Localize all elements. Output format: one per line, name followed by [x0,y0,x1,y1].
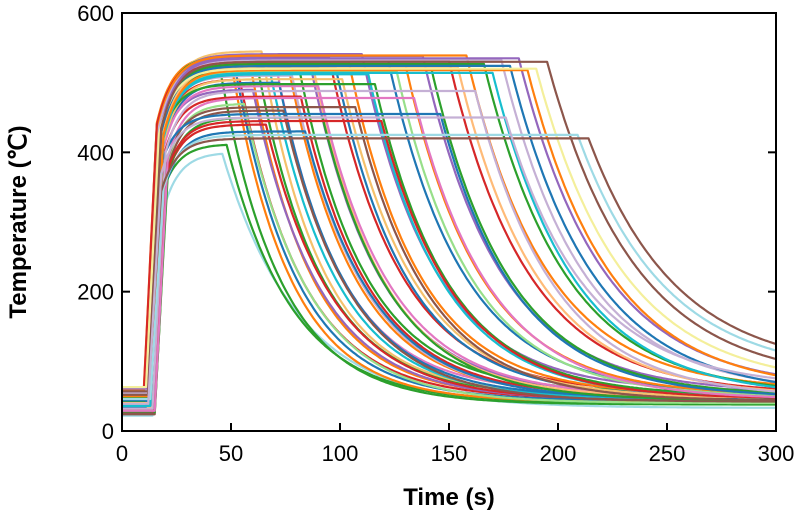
series-line-49 [122,64,777,402]
series-lines [122,50,777,417]
series-line-51 [122,68,777,398]
y-tick-label: 200 [77,280,114,305]
series-line-50 [122,57,777,390]
series-line-28 [122,78,776,409]
series-line-45 [122,89,777,410]
series-line-3 [122,143,776,412]
x-tick-label: 250 [649,441,686,466]
x-axis-title: Time (s) [403,484,495,511]
series-line-34 [122,119,776,411]
series-line-47 [122,71,777,407]
series-line-56 [122,116,777,405]
series-line-11 [122,50,776,396]
y-tick-label: 600 [77,1,114,26]
series-line-53 [122,60,777,393]
y-tick-label: 400 [77,140,114,165]
x-axis-ticks: 0 50 100 150 200 250 300 [116,423,794,466]
x-tick-label: 0 [116,441,128,466]
x-tick-label: 300 [758,441,795,466]
series-line-26 [122,56,776,394]
x-tick-label: 100 [322,441,359,466]
series-line-42 [122,59,777,397]
series-line-22 [122,59,776,396]
series-line-16 [122,109,776,416]
series-line-30 [122,105,776,415]
x-tick-label: 200 [540,441,577,466]
x-tick-label: 150 [431,441,468,466]
y-axis-title: Temperature (℃) [5,125,32,318]
series-line-44 [122,54,777,392]
y-axis-ticks: 0 200 400 600 [77,1,776,444]
series-line-7 [122,102,776,414]
y-tick-label: 0 [102,419,114,444]
series-line-33 [122,82,777,401]
series-line-38 [122,96,777,412]
series-line-55 [122,137,777,396]
x-tick-label: 50 [219,441,243,466]
series-line-54 [122,133,777,401]
series-line-52 [122,67,777,389]
series-line-41 [122,112,777,408]
